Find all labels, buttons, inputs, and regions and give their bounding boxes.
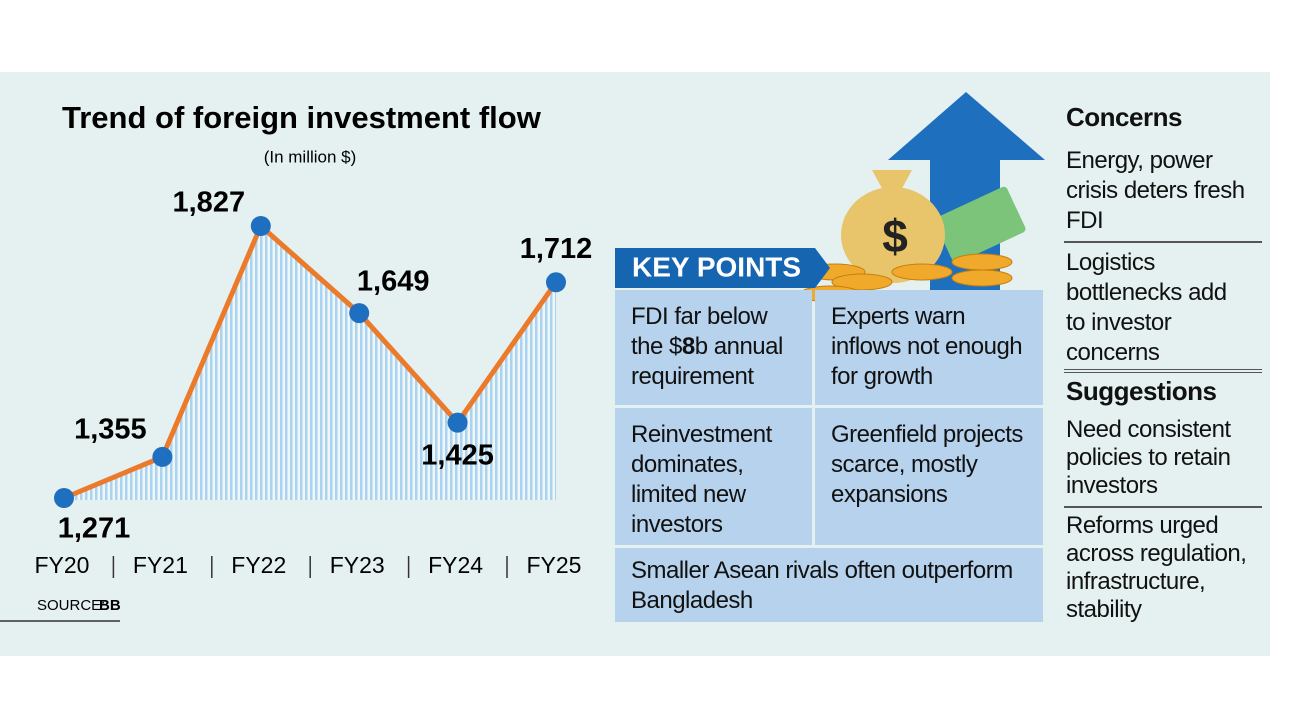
- key-point: Smaller Asean rivals often outperform Ba…: [615, 548, 1043, 622]
- suggestion-item: Need consistent policies to retain inves…: [1066, 416, 1231, 499]
- concern-item: Energy, power crisis deters fresh FDI: [1066, 147, 1245, 234]
- key-point-text: FDI far below the $: [631, 303, 768, 360]
- data-label: 1,425: [421, 439, 494, 471]
- key-point: Reinvestment dominates, limited new inve…: [615, 408, 812, 545]
- money-bag-neck: [872, 170, 912, 192]
- x-tick-label: FY20: [35, 552, 90, 578]
- key-point: Greenfield projects scarce, mostly expan…: [815, 408, 1043, 545]
- area: [64, 226, 556, 500]
- dollar-icon: $: [882, 210, 908, 262]
- x-tick-label: FY21: [133, 552, 188, 578]
- coin-icon: [891, 263, 953, 281]
- key-point: FDI far below the $8b annual requirement: [615, 290, 812, 405]
- suggestion-item: Reforms urged across regulation, infrast…: [1066, 512, 1247, 623]
- source: BB: [99, 597, 121, 614]
- key-points-title: KEY POINTS: [632, 251, 801, 282]
- data-label: 1,712: [520, 233, 593, 265]
- x-tick-label: FY24: [428, 552, 483, 578]
- chart-title: Trend of foreign investment flow: [62, 100, 542, 135]
- chart-subtitle: (In million $): [264, 147, 357, 166]
- key-point-text: 8: [681, 333, 695, 360]
- coin-icon: [951, 269, 1013, 287]
- marker: [54, 488, 74, 508]
- marker: [447, 412, 468, 433]
- key-point: Experts warn inflows not enough for grow…: [815, 290, 1043, 405]
- source-label: SOURCE:: [37, 597, 105, 614]
- x-tick-label: FY22: [231, 552, 286, 578]
- money-bag-icon: [841, 187, 945, 283]
- separator: [1064, 506, 1262, 508]
- suggestions-title: Suggestions: [1066, 376, 1217, 406]
- key-point-text: b annual requirement: [631, 333, 783, 390]
- data-label: 1,649: [357, 266, 430, 298]
- x-tick-label: FY23: [330, 552, 385, 578]
- marker: [152, 446, 173, 467]
- x-tick-label: FY25: [527, 552, 582, 578]
- coin-icon: [951, 253, 1013, 271]
- separator: [1064, 241, 1262, 243]
- banknote-icon: [934, 186, 1026, 264]
- marker: [250, 216, 271, 236]
- line: [63, 223, 559, 501]
- marker: [546, 272, 566, 293]
- concern-item: Logistics bottlenecks add to investor co…: [1066, 249, 1227, 366]
- up-arrow-icon: [888, 92, 1045, 290]
- key-points-tab: [615, 248, 830, 288]
- data-label: 1,271: [58, 513, 131, 545]
- data-label: 1,827: [173, 187, 246, 219]
- concerns-title: Concerns: [1066, 102, 1182, 132]
- marker: [349, 303, 370, 324]
- separator: [1064, 369, 1262, 373]
- data-label: 1,355: [74, 414, 147, 446]
